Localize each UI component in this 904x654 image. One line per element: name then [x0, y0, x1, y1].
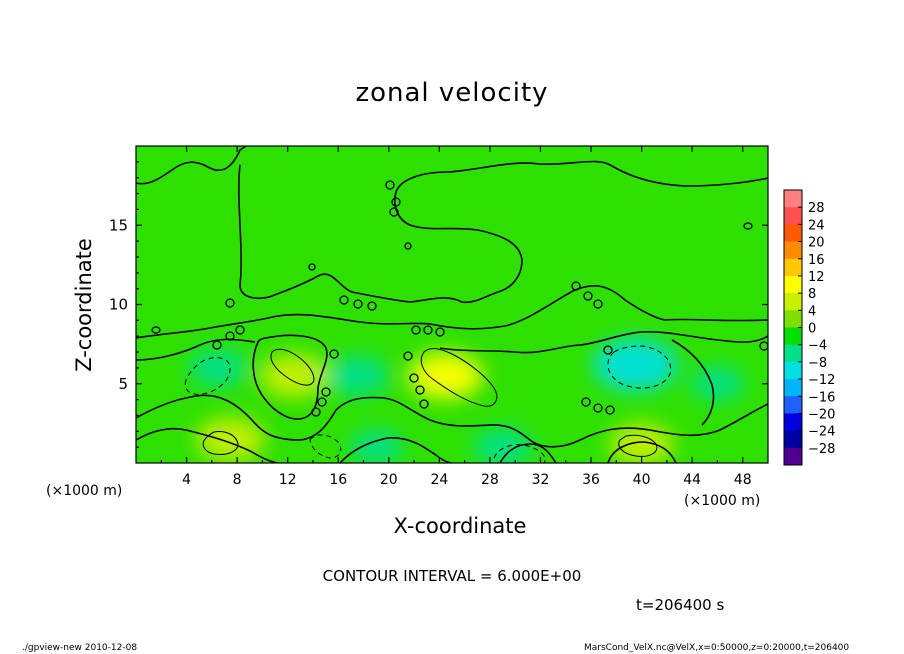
- x-tick-label: 36: [582, 472, 600, 488]
- colorbar-swatch: [784, 293, 802, 311]
- colorbar-label: 20: [808, 236, 825, 251]
- colorbar-swatch: [784, 190, 802, 208]
- colorbar-swatch: [784, 310, 802, 328]
- colorbar-swatch: [784, 275, 802, 294]
- colorbar-label: 8: [808, 287, 816, 302]
- colorbar-label: 16: [808, 253, 825, 268]
- contour-zero-mid: [136, 284, 768, 339]
- axis-ticks: [136, 146, 768, 463]
- contour-zero-upper: [136, 146, 768, 304]
- contour-zero-right: [671, 339, 715, 426]
- colorbar-label: 28: [808, 201, 825, 216]
- contour-lines: [136, 146, 768, 463]
- colorbar-label: 24: [808, 218, 825, 233]
- x-tick-label: 48: [734, 472, 752, 488]
- colorbar-swatch: [784, 361, 802, 380]
- x-axis-label: X-coordinate: [393, 514, 527, 538]
- colorbar: [783, 189, 803, 466]
- colorbar-swatch: [784, 344, 802, 363]
- y-axis-label: Z-coordinate: [72, 238, 96, 372]
- contour-zero-mid2: [136, 330, 768, 361]
- contour-pos6: [202, 347, 658, 457]
- colorbar-swatch: [784, 224, 802, 243]
- x-unit-label-right: (×1000 m): [684, 493, 761, 509]
- x-unit-label-left: (×1000 m): [46, 483, 123, 499]
- colorbar-swatch: [784, 430, 802, 449]
- x-tick-label: 32: [532, 472, 550, 488]
- field-feature-9: [690, 366, 745, 402]
- colorbar-swatch: [784, 396, 802, 414]
- contour-interval-note: CONTOUR INTERVAL = 6.000E+00: [322, 567, 582, 585]
- colorbar-label: 12: [808, 270, 825, 285]
- colorbar-label: −20: [808, 407, 835, 422]
- footer-left: ./gpview-new 2010-12-08: [22, 643, 138, 653]
- colorbar-label: −8: [808, 356, 827, 371]
- contour-neg6: [184, 345, 672, 463]
- field-feature-0: [408, 352, 484, 400]
- x-tick-label: 28: [481, 472, 499, 488]
- field-feature-1: [259, 353, 329, 398]
- contour-small-loops: [151, 180, 768, 417]
- contour-zero-lower: [136, 394, 768, 448]
- x-tick-label: 12: [279, 472, 297, 488]
- colorbar-label: −28: [808, 442, 835, 457]
- colorbar-label: 4: [808, 304, 816, 319]
- x-tick-label: 16: [329, 472, 347, 488]
- colorbar-label: −12: [808, 373, 835, 388]
- field-feature-8: [349, 429, 404, 463]
- x-tick-label: 4: [182, 472, 191, 488]
- colorbar-swatch: [784, 241, 802, 260]
- x-tick-label: 44: [683, 472, 701, 488]
- time-stamp: t=206400 s: [636, 596, 725, 614]
- colorbar-label: −4: [808, 339, 827, 354]
- field-feature-5: [325, 355, 390, 397]
- x-tick-label: 24: [430, 472, 448, 488]
- y-tick-label: 15: [109, 216, 128, 234]
- colorbar-label: −24: [808, 425, 835, 440]
- contour-zero-bot2: [339, 437, 453, 463]
- colorbar-swatch: [784, 327, 802, 346]
- footer-right: MarsCond_VelX.nc@VelX,x=0:50000,z=0:2000…: [584, 643, 850, 653]
- colorbar-swatch: [784, 258, 802, 277]
- colorbar-labels: 28 24 20 16 12 8 4 0 −4 −8 −12 −16 −20 −24 −28: [808, 201, 835, 457]
- y-tick-label: 5: [118, 375, 128, 393]
- contour-zero-bot4: [607, 441, 677, 463]
- colorbar-swatch: [784, 207, 802, 225]
- field-feature-6: [188, 348, 248, 387]
- field-feature-7: [472, 428, 533, 463]
- contour-zero-blob1: [252, 334, 328, 420]
- colorbar-swatch: [784, 379, 802, 397]
- chart-title: zonal velocity: [355, 78, 549, 108]
- colorbar-swatch: [784, 447, 802, 466]
- y-tick-label: 10: [109, 296, 128, 314]
- contour-zero-bottom: [136, 427, 279, 463]
- x-tick-label: 8: [233, 472, 242, 488]
- colorbar-label: −16: [808, 390, 835, 405]
- contour-zero-bot3: [499, 443, 557, 463]
- x-tick-label: 20: [380, 472, 398, 488]
- y-tick-labels: 5 10 15: [109, 216, 128, 393]
- colorbar-swatch: [784, 413, 802, 432]
- x-tick-labels: 4 8 12 16 20 24 28 32 36 40 44 48: [182, 472, 752, 488]
- x-tick-label: 40: [633, 472, 651, 488]
- colorbar-label: 0: [808, 322, 816, 337]
- plot-area: [136, 146, 768, 463]
